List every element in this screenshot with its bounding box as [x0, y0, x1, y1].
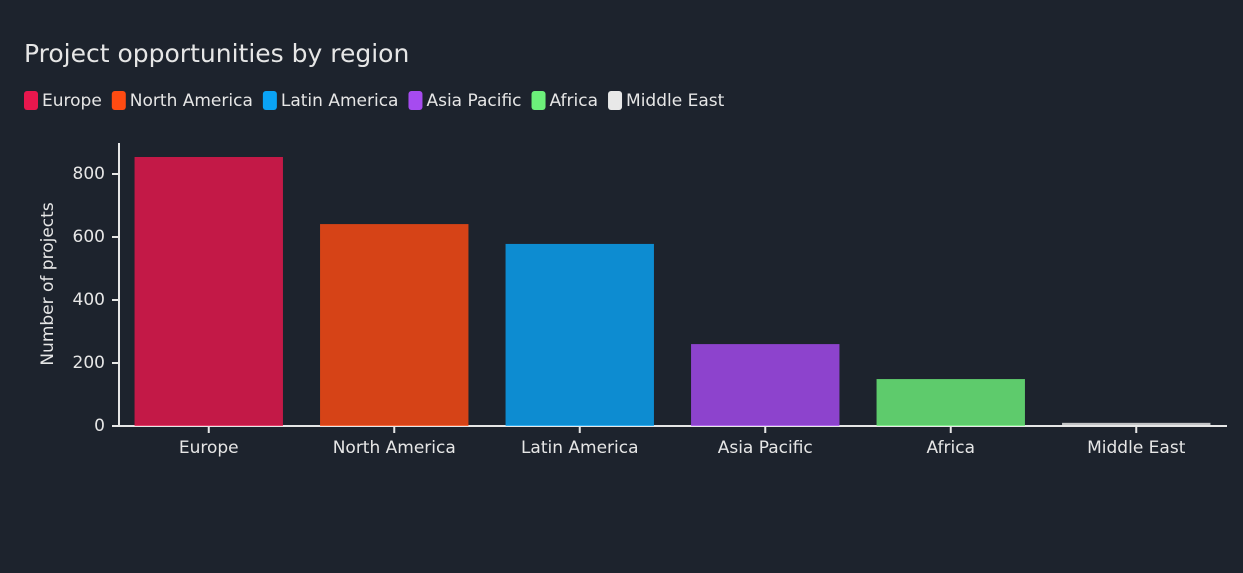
bar — [320, 224, 469, 426]
x-tick-label: North America — [333, 438, 456, 458]
y-tick-label: 600 — [73, 227, 105, 247]
bar — [134, 156, 283, 427]
y-tick-label: 400 — [73, 290, 105, 310]
legend-label: Africa — [550, 91, 599, 111]
bar — [1062, 422, 1211, 426]
legend-swatch — [531, 91, 546, 110]
legend-swatch — [408, 91, 423, 110]
bar — [691, 344, 840, 426]
legend-label: Europe — [42, 91, 102, 111]
legend-swatch — [111, 91, 126, 110]
x-tick-label: Latin America — [521, 438, 639, 458]
legend-label: Asia Pacific — [426, 91, 521, 111]
y-tick-label: 0 — [94, 416, 105, 436]
legend-label: Latin America — [281, 91, 399, 111]
bar — [505, 243, 654, 426]
x-tick-label: Middle East — [1087, 438, 1186, 458]
x-tick-label: Africa — [927, 438, 976, 458]
legend-swatch — [262, 91, 277, 110]
legend-swatch — [608, 91, 623, 110]
legend-label: North America — [130, 91, 253, 111]
legend-swatch — [24, 91, 38, 110]
chart-title: Project opportunities by region — [24, 39, 409, 68]
y-axis-label: Number of projects — [38, 202, 58, 365]
legend-label: Middle East — [626, 91, 725, 111]
y-tick-label: 200 — [73, 353, 105, 373]
bar — [876, 379, 1025, 426]
y-tick-label: 800 — [73, 164, 105, 184]
x-tick-label: Europe — [179, 438, 239, 458]
x-tick-label: Asia Pacific — [718, 438, 813, 458]
